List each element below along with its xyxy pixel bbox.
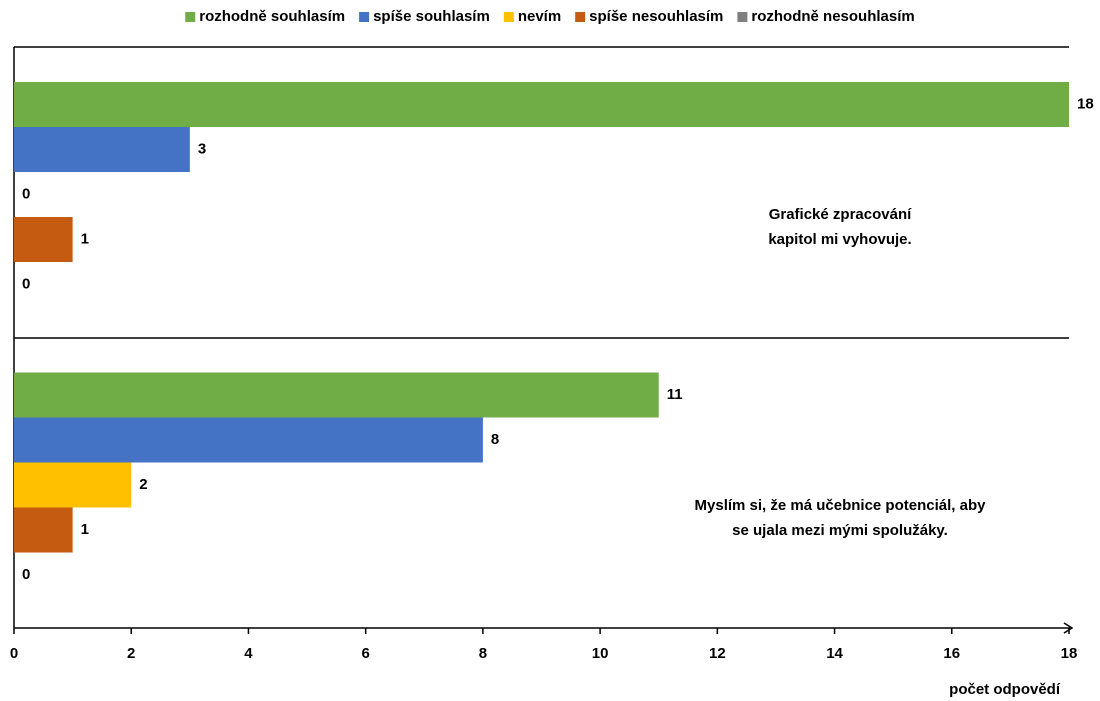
data-label: 2 bbox=[139, 476, 147, 493]
legend-swatch bbox=[575, 12, 586, 22]
category-label: Grafické zpracování kapitol mi vyhovuje. bbox=[768, 206, 912, 248]
data-label: 1 bbox=[81, 230, 89, 247]
data-label: 0 bbox=[22, 185, 30, 202]
x-tick-label: 8 bbox=[479, 645, 487, 662]
x-tick-label: 0 bbox=[10, 645, 18, 662]
x-axis-label: počet odpovědí bbox=[949, 681, 1061, 698]
x-tick-label: 12 bbox=[709, 645, 726, 662]
x-tick-label: 6 bbox=[361, 645, 369, 662]
x-tick-label: 18 bbox=[1061, 645, 1078, 662]
data-label: 18 bbox=[1077, 95, 1094, 112]
legend-label: rozhodně nesouhlasím bbox=[751, 8, 914, 25]
bar bbox=[14, 372, 659, 418]
x-tick-label: 4 bbox=[244, 645, 253, 662]
legend-swatch bbox=[503, 12, 514, 22]
x-tick-label: 2 bbox=[127, 645, 135, 662]
bar bbox=[14, 127, 190, 172]
legend-label: spíše souhlasím bbox=[373, 8, 490, 25]
x-axis-arrow bbox=[1063, 622, 1074, 634]
legend-label: nevím bbox=[518, 8, 561, 25]
bar bbox=[14, 217, 73, 262]
data-label: 8 bbox=[491, 431, 499, 448]
data-label: 11 bbox=[667, 386, 683, 403]
legend-label: rozhodně souhlasím bbox=[199, 8, 345, 25]
legend-swatch bbox=[359, 12, 370, 22]
bar bbox=[14, 82, 1069, 127]
data-label: 0 bbox=[22, 275, 30, 292]
legend-swatch bbox=[737, 12, 748, 22]
legend-swatch bbox=[185, 12, 196, 22]
legend-label: spíše nesouhlasím bbox=[589, 8, 723, 25]
data-label: 0 bbox=[22, 566, 30, 583]
data-label: 1 bbox=[81, 521, 89, 538]
category-label: Myslím si, že má učebnice potenciál, aby… bbox=[694, 496, 986, 539]
bar bbox=[14, 462, 132, 508]
x-tick-label: 10 bbox=[592, 645, 609, 662]
x-tick-label: 16 bbox=[943, 645, 960, 662]
data-label: 3 bbox=[198, 140, 206, 157]
bar bbox=[14, 417, 483, 463]
x-tick-label: 14 bbox=[826, 645, 843, 662]
bar bbox=[14, 507, 73, 553]
